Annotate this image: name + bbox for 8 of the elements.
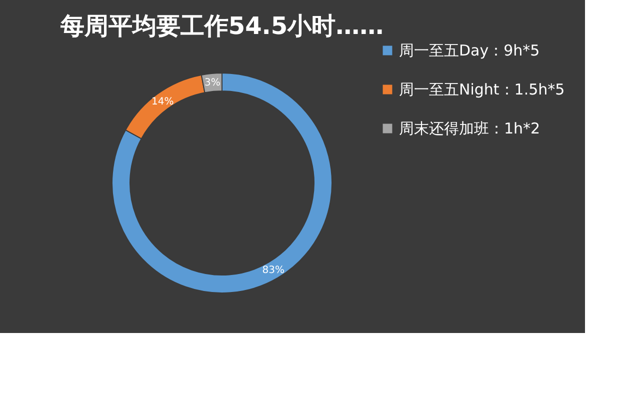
legend-label: 周末还得加班：1h*2	[399, 120, 540, 138]
data-label: 83%	[262, 264, 285, 276]
data-label: 14%	[152, 96, 174, 108]
donut-slice	[112, 72, 332, 294]
legend-label: 周一至五Night：1.5h*5	[399, 80, 565, 98]
data-label: 3%	[204, 77, 220, 88]
legend-label: 周一至五Day：9h*5	[399, 42, 540, 60]
chart-title: 每周平均要工作54.5小时……	[59, 12, 384, 40]
